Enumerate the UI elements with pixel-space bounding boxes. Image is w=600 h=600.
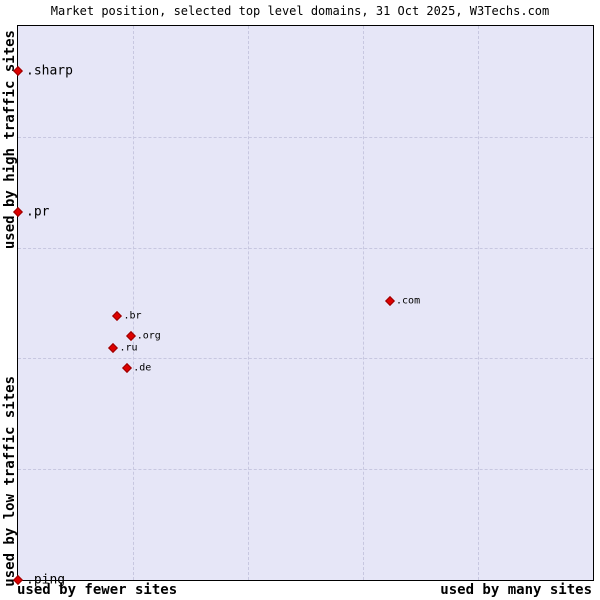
x-axis-label-many-sites: used by many sites [440,582,592,598]
diamond-marker-icon [112,310,123,321]
gridline-horizontal [18,247,593,249]
point-label: .de [133,362,152,374]
point-label: .br [123,310,142,322]
y-axis-label-high-traffic: used by high traffic sites [2,30,18,250]
diamond-marker-icon [125,330,136,341]
gridline-vertical [248,26,249,580]
gridline-horizontal [18,136,593,138]
gridline-vertical [478,26,479,580]
diamond-marker-icon [385,295,395,306]
point-label: .com [396,295,421,307]
gridline-vertical [133,26,134,580]
chart-title: Market position, selected top level doma… [50,4,550,18]
diamond-marker-icon [108,342,119,353]
y-axis-label-low-traffic: used by low traffic sites [2,376,18,587]
point-label: .ru [119,342,138,354]
gridline-horizontal [18,469,593,471]
plot-area: .sharp .pr .br .org .ru .de .com .ping [13,25,594,588]
diamond-marker-icon [122,362,133,373]
point-label: .pr [26,204,50,220]
gridline-vertical [363,26,364,580]
point-label: .sharp [26,63,73,79]
point-label: .ping [26,572,66,588]
point-label: .org [136,330,161,342]
x-axis-label-fewer-sites: used by fewer sites [17,582,178,598]
gridline-horizontal [18,358,593,360]
